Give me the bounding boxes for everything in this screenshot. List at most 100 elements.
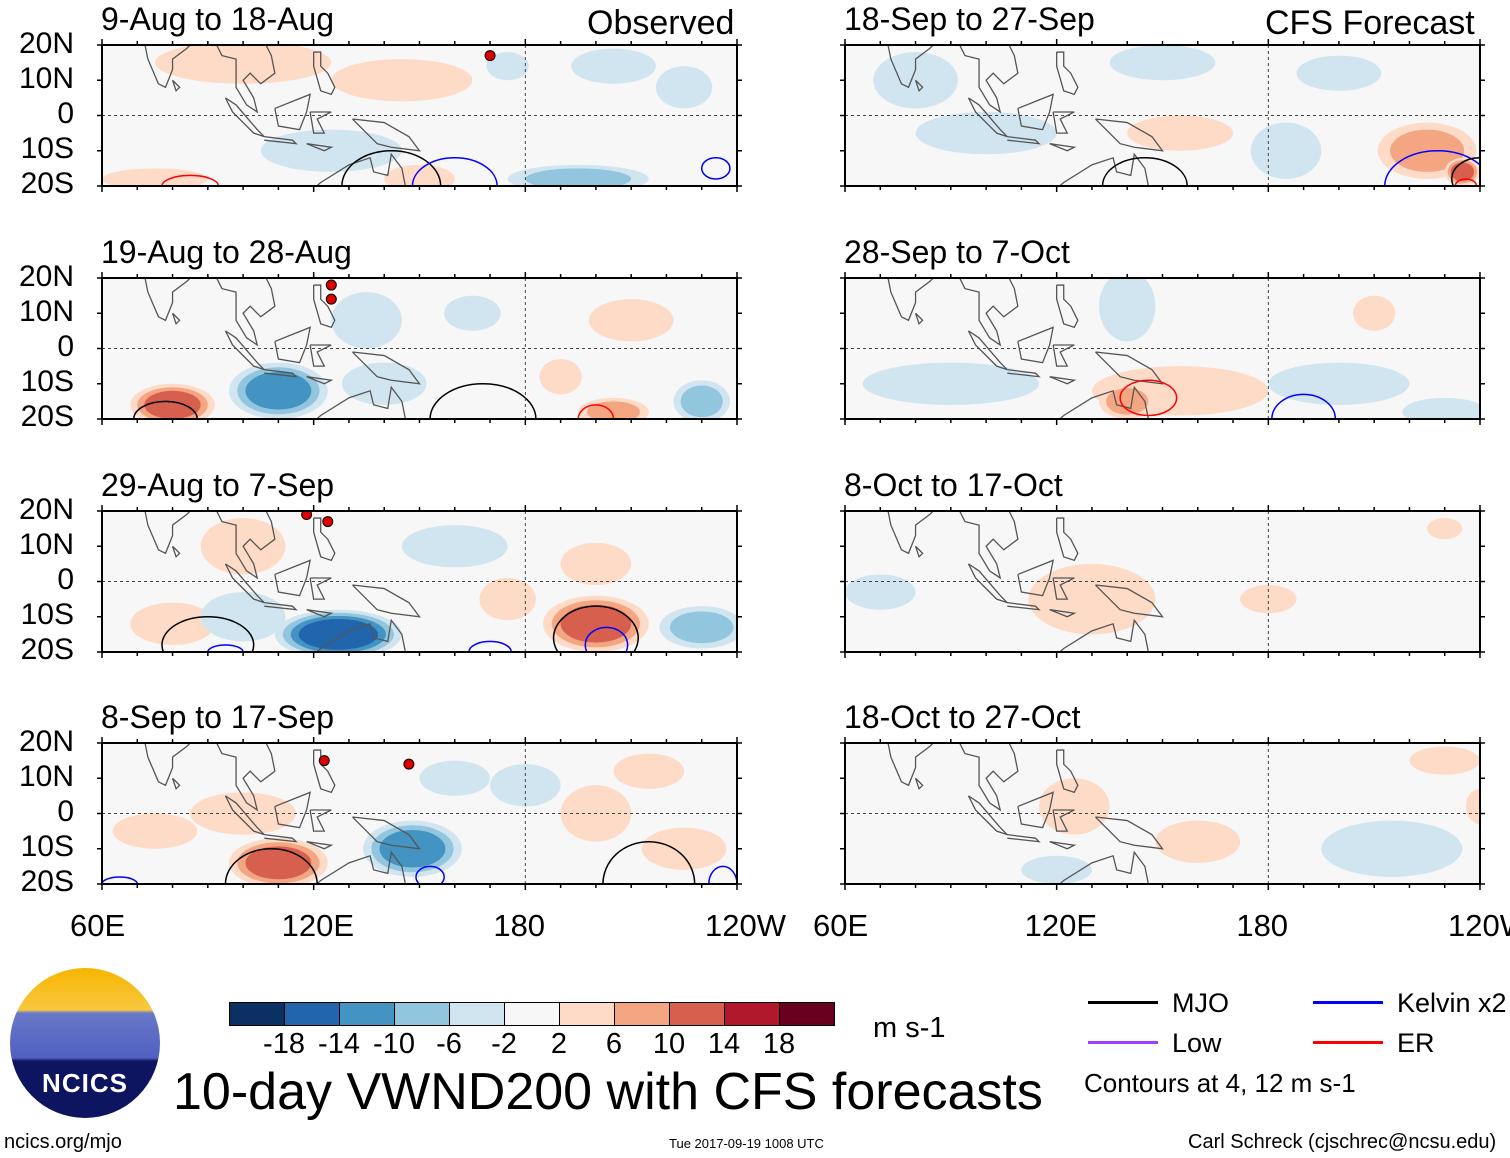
colorbar-swatch — [504, 1002, 560, 1026]
tropical-cyclone-icon — [325, 293, 337, 305]
coastline — [352, 118, 421, 152]
wave-contour — [584, 626, 629, 652]
colorbar-swatch — [614, 1002, 670, 1026]
coastline — [1017, 791, 1055, 829]
y-tick-label: 0 — [57, 330, 74, 363]
colorbar-tick-label: -18 — [263, 1028, 305, 1060]
wave-contour — [700, 157, 731, 180]
y-tick-label: 0 — [57, 563, 74, 596]
coastline — [313, 517, 336, 562]
wave-contour — [133, 400, 198, 419]
panel-title: 28-Sep to 7-Oct — [844, 234, 1070, 270]
map-panel — [97, 272, 742, 425]
page-title: 10-day VWND200 with CFS forecasts — [173, 1063, 1043, 1121]
coastline — [313, 749, 336, 794]
wind-anomaly-shading — [641, 827, 727, 870]
coastline — [1007, 369, 1041, 378]
wave-contour — [577, 404, 615, 419]
wind-anomaly-shading — [486, 52, 529, 81]
wind-anomaly-shading — [154, 45, 332, 84]
panel-title: 19-Aug to 28-Aug — [101, 234, 352, 270]
coastline — [215, 511, 276, 580]
wind-anomaly-shading — [112, 813, 198, 849]
x-tick-label: 180 — [1236, 908, 1289, 943]
coastline — [309, 809, 332, 832]
coastline — [224, 330, 265, 371]
forecast-label: CFS Forecast — [1265, 4, 1475, 42]
wind-anomaly-shading — [680, 385, 723, 418]
colorbar-swatch — [284, 1002, 340, 1026]
wind-anomaly-shading — [915, 111, 1057, 155]
coastline — [1056, 749, 1079, 794]
coastline — [171, 545, 181, 559]
colorbar-swatch — [724, 1002, 780, 1026]
wind-anomaly-shading — [1155, 820, 1241, 863]
wind-anomaly-shading — [613, 753, 685, 789]
coastline — [967, 97, 1008, 138]
panel-title: 18-Oct to 27-Oct — [844, 699, 1081, 735]
coastline — [352, 351, 421, 385]
wind-anomaly-shading — [1109, 45, 1216, 81]
coastline — [315, 385, 407, 419]
coastline — [274, 326, 312, 364]
wind-anomaly-shading — [245, 846, 312, 880]
coastline — [887, 278, 935, 322]
panel-title: 8-Sep to 17-Sep — [101, 699, 335, 735]
wind-anomaly-shading — [560, 542, 632, 586]
coastline — [887, 743, 935, 787]
colorbar-tick-label: 2 — [550, 1028, 568, 1060]
coastline — [958, 511, 1019, 580]
coastline — [352, 816, 421, 850]
coastline — [887, 511, 935, 555]
colorbar-swatch — [339, 1002, 395, 1026]
panel-title: 29-Aug to 7-Sep — [101, 467, 335, 503]
wind-anomaly-shading — [1127, 115, 1234, 151]
wind-anomaly-shading — [669, 611, 734, 644]
wind-anomaly-shading — [190, 792, 297, 835]
wind-anomaly-shading — [200, 592, 286, 642]
colorbar-swatch — [559, 1002, 615, 1026]
wind-anomaly-shading — [298, 618, 379, 650]
coastline — [1052, 344, 1075, 367]
wind-anomaly-shading — [845, 574, 916, 610]
wind-anomaly-shading — [1021, 855, 1092, 884]
tropical-cyclone-icon — [318, 755, 330, 767]
coastline — [309, 344, 332, 367]
y-tick-label: 10S — [20, 132, 74, 165]
colorbar-tick-label: 6 — [605, 1028, 623, 1060]
tropical-cyclone-icon — [403, 758, 415, 770]
colorbar-tick-label: 10 — [652, 1028, 686, 1060]
footer-url[interactable]: ncics.org/mjo — [4, 1131, 122, 1153]
x-tick-label: 120W — [705, 908, 786, 943]
coastline — [144, 743, 192, 787]
wind-anomaly-shading — [571, 48, 656, 84]
map-panel — [840, 505, 1485, 658]
coastline — [264, 136, 298, 145]
coastline — [215, 743, 276, 812]
coastline — [215, 45, 276, 114]
y-tick-label: 20N — [18, 260, 74, 293]
wave-contour — [161, 174, 220, 186]
wind-anomaly-shading — [130, 602, 215, 645]
legend-label: MJO — [1172, 988, 1229, 1018]
wind-anomaly-shading — [331, 292, 402, 349]
coastline — [1056, 284, 1079, 329]
legend-label: Low — [1172, 1028, 1222, 1058]
wind-anomaly-shading — [419, 760, 491, 796]
tropical-cyclone-icon — [325, 279, 337, 291]
coastline — [1058, 152, 1150, 186]
coastline — [1017, 93, 1055, 131]
wind-anomaly-shading — [331, 59, 473, 102]
wind-anomaly-shading — [1409, 746, 1480, 775]
coastline — [306, 841, 334, 850]
coastline — [1007, 834, 1041, 843]
y-tick-label: 10S — [20, 598, 74, 631]
x-tick-label: 180 — [493, 908, 546, 943]
wind-anomaly-shading — [1353, 295, 1396, 331]
coastline — [309, 577, 332, 600]
coastline — [1007, 136, 1041, 145]
coastline — [1095, 584, 1164, 618]
wind-anomaly-shading — [539, 359, 582, 395]
wind-anomaly-shading — [1039, 778, 1110, 835]
